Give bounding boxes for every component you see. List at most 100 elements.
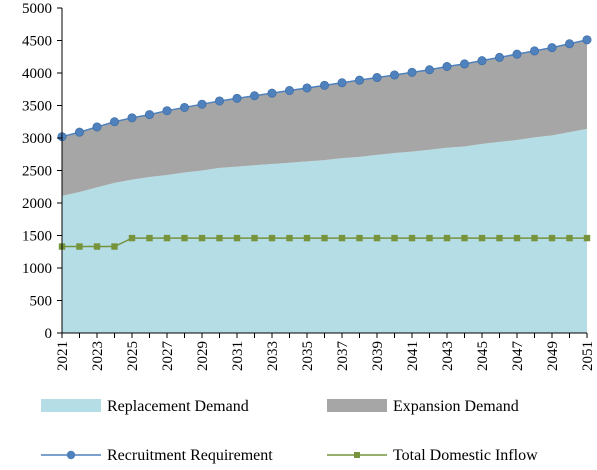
legend-marker — [66, 450, 76, 460]
point-recruitment-requirement — [232, 93, 242, 103]
legend-label: Total Domestic Inflow — [393, 447, 538, 464]
point-total-domestic-inflow — [93, 243, 101, 250]
point-recruitment-requirement — [529, 46, 539, 56]
point-recruitment-requirement — [389, 70, 399, 80]
y-tick-label: 1000 — [22, 261, 52, 277]
point-total-domestic-inflow — [111, 243, 118, 250]
y-axis: 0 500 1000 1500 2000 2500 3000 3500 4000 4500 5000 — [22, 1, 63, 342]
point-total-domestic-inflow — [461, 234, 468, 242]
point-total-domestic-inflow — [198, 234, 206, 242]
point-recruitment-requirement — [564, 39, 574, 49]
point-recruitment-requirement — [337, 78, 347, 88]
x-tick-label: 2023 — [90, 341, 106, 371]
point-total-domestic-inflow — [216, 234, 223, 242]
x-tick-label: 2043 — [440, 341, 456, 371]
legend-marker — [354, 452, 360, 458]
point-recruitment-requirement — [319, 80, 329, 90]
x-tick-label: 2041 — [405, 341, 421, 371]
point-recruitment-requirement — [92, 122, 102, 132]
point-total-domestic-inflow — [76, 243, 83, 250]
x-tick-label: 2029 — [195, 341, 211, 371]
point-total-domestic-inflow — [583, 234, 591, 242]
point-recruitment-requirement — [267, 88, 277, 98]
point-total-domestic-inflow — [408, 234, 416, 242]
point-total-domestic-inflow — [356, 234, 363, 242]
legend-label: Recruitment Requirement — [107, 447, 273, 464]
legend: Replacement Demand Expansion Demand Recrui… — [41, 398, 538, 464]
point-recruitment-requirement — [197, 99, 207, 109]
point-total-domestic-inflow — [233, 234, 241, 242]
point-recruitment-requirement — [75, 127, 85, 137]
point-recruitment-requirement — [547, 43, 557, 53]
point-total-domestic-inflow — [426, 234, 433, 242]
plot-area — [57, 35, 592, 333]
point-recruitment-requirement — [407, 67, 417, 77]
x-tick-label: 2033 — [265, 341, 281, 371]
y-tick-label: 2500 — [22, 164, 52, 180]
point-recruitment-requirement — [302, 83, 312, 93]
legend-item-recruitment-requirement: Recruitment Requirement — [41, 447, 273, 464]
point-recruitment-requirement — [372, 73, 382, 83]
point-recruitment-requirement — [127, 113, 137, 123]
x-tick-label: 2047 — [510, 341, 526, 372]
y-tick-label: 4000 — [22, 66, 52, 82]
point-total-domestic-inflow — [321, 234, 328, 242]
point-recruitment-requirement — [494, 52, 504, 62]
point-recruitment-requirement — [250, 91, 260, 101]
y-tick-label: 3500 — [22, 99, 52, 115]
point-total-domestic-inflow — [373, 234, 381, 242]
point-total-domestic-inflow — [146, 234, 153, 242]
y-tick-label: 5000 — [22, 1, 52, 17]
x-tick-label: 2037 — [335, 341, 351, 372]
y-tick-label: 1500 — [22, 229, 52, 245]
point-recruitment-requirement — [215, 96, 225, 106]
point-recruitment-requirement — [442, 61, 452, 71]
point-recruitment-requirement — [145, 110, 155, 120]
point-total-domestic-inflow — [496, 234, 503, 242]
x-tick-label: 2051 — [580, 341, 596, 371]
point-total-domestic-inflow — [181, 234, 188, 242]
y-tick-label: 0 — [45, 326, 53, 342]
x-tick-label: 2039 — [370, 341, 386, 371]
point-total-domestic-inflow — [513, 234, 521, 242]
point-total-domestic-inflow — [128, 234, 136, 242]
point-total-domestic-inflow — [443, 234, 451, 242]
point-recruitment-requirement — [180, 102, 190, 112]
point-total-domestic-inflow — [566, 234, 573, 242]
point-total-domestic-inflow — [286, 234, 293, 242]
legend-swatch — [41, 399, 101, 412]
point-total-domestic-inflow — [303, 234, 311, 242]
legend-label: Replacement Demand — [107, 398, 249, 415]
y-tick-label: 4500 — [22, 34, 52, 50]
point-total-domestic-inflow — [163, 234, 171, 242]
point-total-domestic-inflow — [391, 234, 398, 242]
point-total-domestic-inflow — [478, 234, 486, 242]
point-recruitment-requirement — [459, 59, 469, 69]
point-recruitment-requirement — [512, 49, 522, 59]
legend-swatch — [327, 399, 387, 412]
point-total-domestic-inflow — [268, 234, 276, 242]
x-tick-label: 2025 — [125, 341, 141, 371]
x-tick-label: 2035 — [300, 341, 316, 371]
x-tick-label: 2049 — [545, 341, 561, 371]
point-recruitment-requirement — [477, 56, 487, 66]
y-tick-label: 500 — [30, 294, 53, 310]
point-total-domestic-inflow — [548, 234, 556, 242]
legend-item-expansion-demand: Expansion Demand — [327, 398, 519, 415]
point-recruitment-requirement — [284, 86, 294, 96]
y-tick-label: 3000 — [22, 131, 52, 147]
point-total-domestic-inflow — [531, 234, 538, 242]
point-recruitment-requirement — [110, 117, 120, 127]
legend-item-replacement-demand: Replacement Demand — [41, 398, 249, 415]
x-tick-label: 2031 — [230, 341, 246, 371]
x-axis: 2021 2023 2025 2027 2029 2031 2033 2035 2037 2039… — [55, 332, 596, 372]
legend-item-total-domestic-inflow: Total Domestic Inflow — [327, 447, 538, 464]
point-total-domestic-inflow — [251, 234, 258, 242]
point-recruitment-requirement — [424, 65, 434, 75]
point-recruitment-requirement — [582, 35, 592, 45]
x-tick-label: 2027 — [160, 341, 176, 372]
x-tick-label: 2045 — [475, 341, 491, 371]
point-total-domestic-inflow — [338, 234, 346, 242]
y-tick-label: 2000 — [22, 196, 52, 212]
